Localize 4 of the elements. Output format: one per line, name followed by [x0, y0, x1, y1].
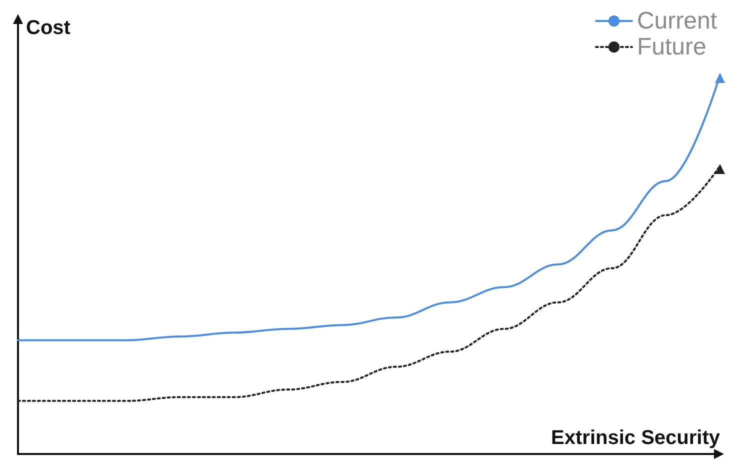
- legend-label: Future: [636, 34, 706, 60]
- legend-label: Current: [636, 8, 718, 34]
- y-axis-title: Cost: [26, 17, 71, 39]
- x-axis-title: Extrinsic Security: [551, 427, 721, 449]
